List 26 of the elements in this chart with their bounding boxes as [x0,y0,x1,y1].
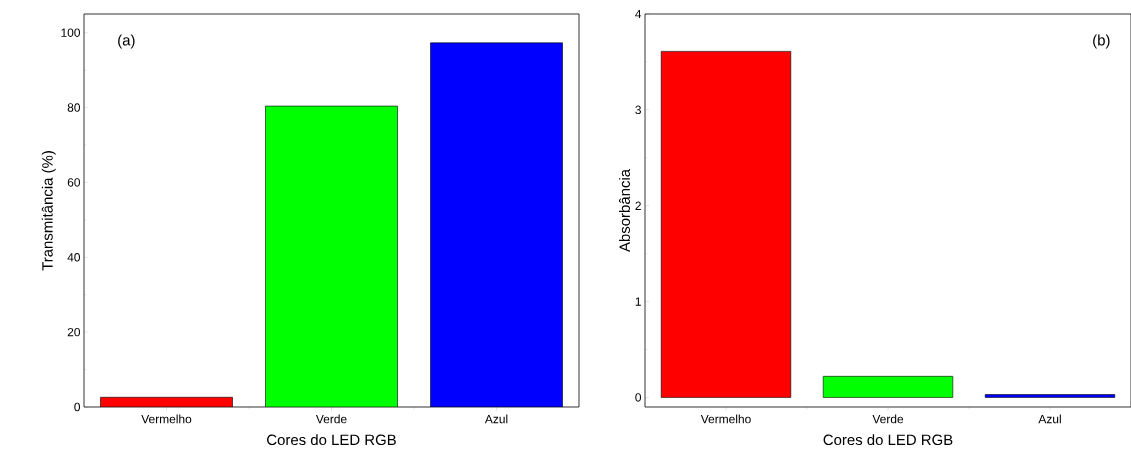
x-tick-label: Vermelho [700,414,751,424]
y-tick-label: 60 [67,178,81,187]
y-tick-label: 100 [61,28,81,37]
x-tick-label: Azul [1038,414,1061,424]
y-tick-label: 2 [635,201,641,210]
x-axis-title: Cores do LED RGB [823,434,953,446]
annotation: (a) [118,34,135,49]
x-tick-label: Verde [315,414,347,424]
bar [822,376,954,398]
y-tick-label: 20 [67,327,81,337]
bar [984,394,1116,398]
bar [660,51,792,398]
x-tick-label: Azul [484,414,508,424]
y-tick-label: 80 [67,103,81,112]
y-tick-label: 4 [635,9,642,19]
y-tick-label: 3 [635,105,641,115]
x-tick-label: Vermelho [141,414,192,424]
y-tick-label: 1 [635,297,641,306]
y-tick-label: 0 [74,402,81,412]
y-axis-title: Transmitância (%) [41,151,56,271]
x-axis-title: Cores do LED RGB [267,434,396,446]
y-tick-label: 0 [635,393,642,402]
x-tick-label: Verde [872,414,904,424]
y-axis-title: Absorbância [618,168,630,252]
y-tick-label: 40 [67,253,81,262]
annotation: (b) [1093,34,1110,49]
